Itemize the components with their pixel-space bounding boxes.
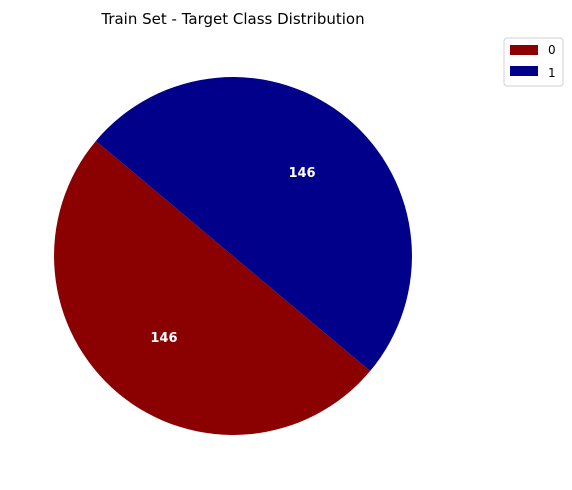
legend: 0 1 xyxy=(503,37,564,87)
pie-slice-labels: 146 146 xyxy=(150,166,315,346)
legend-swatch-0 xyxy=(510,45,538,55)
pie-slice-0 xyxy=(54,140,371,435)
chart-title: Train Set - Target Class Distribution xyxy=(100,10,364,28)
legend-label-0: 0 xyxy=(548,43,556,57)
pie-slice-label-0: 146 xyxy=(150,331,177,346)
pie-slices xyxy=(54,77,412,435)
pie-slice-label-1: 146 xyxy=(288,166,315,181)
legend-label-1: 1 xyxy=(548,66,556,80)
pie-slice-1 xyxy=(95,77,412,372)
legend-swatch-1 xyxy=(510,66,538,76)
